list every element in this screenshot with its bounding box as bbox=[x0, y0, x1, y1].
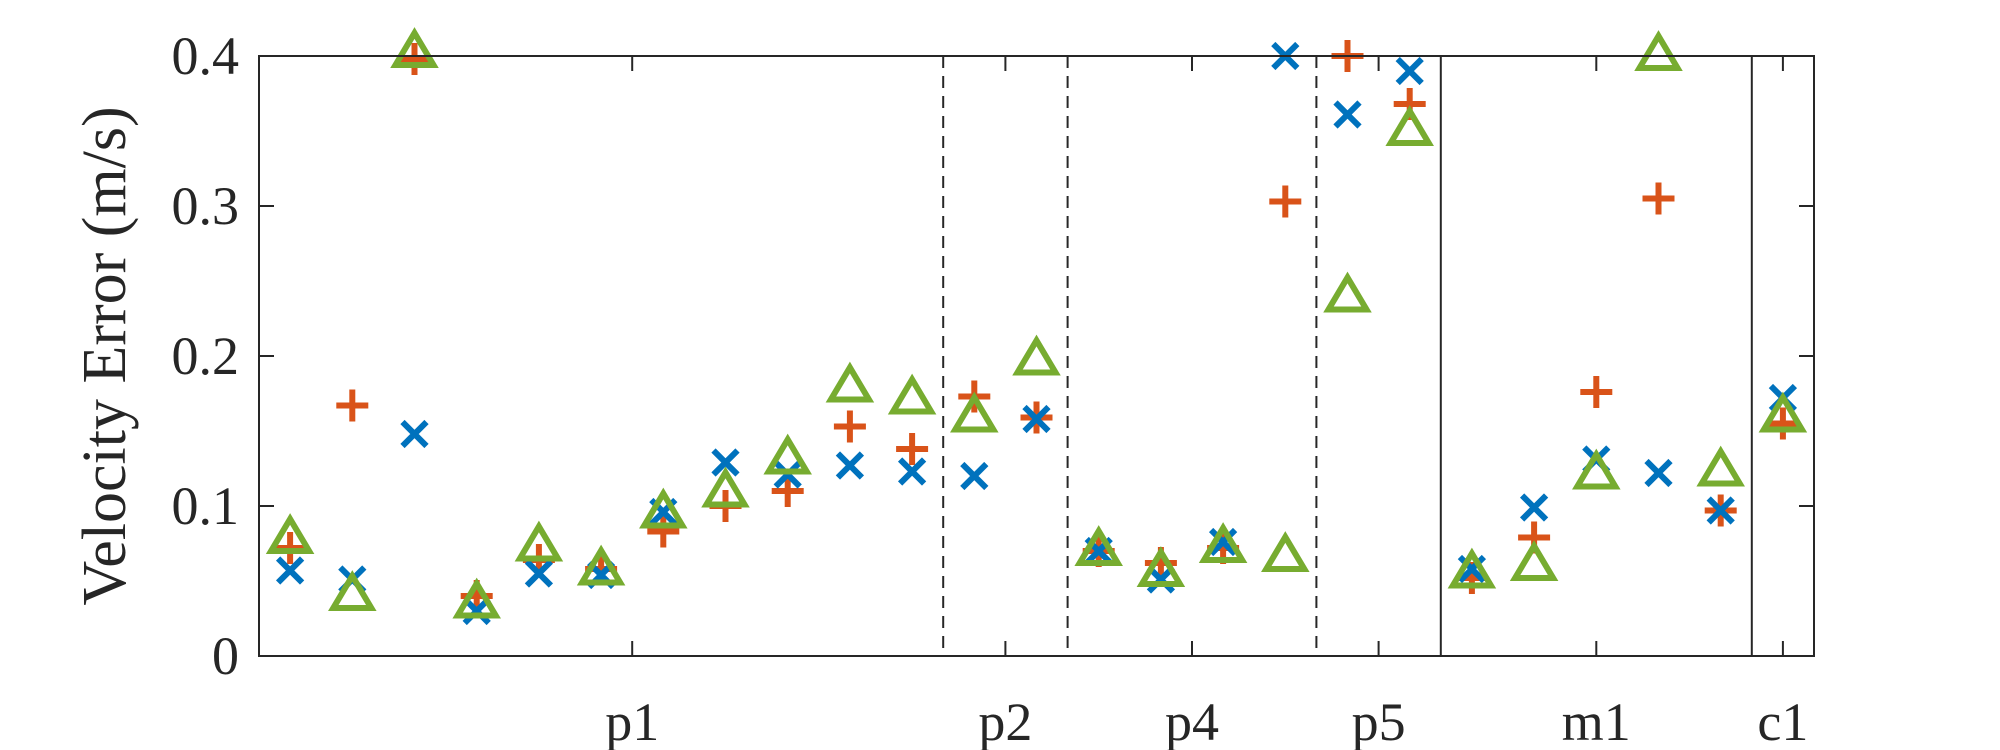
triangle-marker-22 bbox=[1572, 448, 1621, 490]
cross-marker-20 bbox=[1457, 554, 1487, 584]
triangle-marker-21 bbox=[1509, 540, 1559, 581]
plus-marker-7 bbox=[647, 515, 680, 548]
triangle-marker-25 bbox=[1758, 391, 1808, 433]
cross-marker-24 bbox=[1706, 496, 1735, 525]
plus-marker-22 bbox=[1580, 376, 1613, 408]
x-group-label-m1: m1 bbox=[1562, 692, 1631, 750]
cross-marker-16 bbox=[1208, 527, 1238, 557]
cross-marker-1 bbox=[275, 556, 305, 585]
triangle-marker-2 bbox=[328, 570, 377, 611]
triangle-marker-10 bbox=[825, 361, 875, 403]
data-points bbox=[265, 27, 1808, 626]
triangle-marker-6 bbox=[576, 544, 626, 586]
triangle-marker-18 bbox=[1323, 271, 1372, 313]
cross-marker-5 bbox=[524, 559, 554, 588]
x-group-label-p1: p1 bbox=[605, 692, 659, 750]
triangle-marker-7 bbox=[639, 487, 688, 529]
cross-marker-10 bbox=[835, 451, 865, 480]
plus-marker-23 bbox=[1642, 182, 1675, 215]
cross-marker-11 bbox=[897, 457, 927, 486]
y-tick-label: 0.4 bbox=[172, 26, 240, 86]
x-group-label-p2: p2 bbox=[978, 692, 1032, 750]
triangle-marker-9 bbox=[763, 433, 812, 475]
plus-marker-25 bbox=[1766, 407, 1799, 440]
plus-marker-10 bbox=[833, 410, 866, 443]
triangle-marker-13 bbox=[1012, 334, 1061, 376]
plus-marker-2 bbox=[336, 389, 369, 422]
plus-marker-11 bbox=[896, 433, 929, 465]
cross-marker-3 bbox=[400, 419, 429, 449]
triangle-marker-23 bbox=[1634, 30, 1683, 71]
plus-marker-3 bbox=[398, 43, 431, 75]
cross-marker-4 bbox=[462, 596, 491, 626]
triangle-marker-20 bbox=[1447, 547, 1497, 589]
triangle-marker-14 bbox=[1074, 525, 1123, 566]
y-tick-label: 0.3 bbox=[172, 176, 240, 236]
x-group-label-p5: p5 bbox=[1352, 692, 1406, 750]
triangle-marker-15 bbox=[1136, 546, 1186, 587]
y-tick-label: 0.1 bbox=[172, 476, 240, 536]
cross-marker-21 bbox=[1519, 493, 1549, 522]
triangle-marker-19 bbox=[1385, 105, 1434, 146]
cross-marker-12 bbox=[960, 461, 989, 491]
x-group-label-c1: c1 bbox=[1757, 692, 1808, 750]
triangle-marker-5 bbox=[514, 520, 564, 562]
triangle-marker-24 bbox=[1696, 445, 1745, 487]
cross-marker-19 bbox=[1395, 56, 1424, 86]
triangle-marker-4 bbox=[452, 577, 501, 619]
plus-marker-9 bbox=[771, 475, 804, 507]
triangle-marker-12 bbox=[950, 391, 999, 433]
cross-marker-8 bbox=[711, 448, 740, 477]
y-tick-label: 0.2 bbox=[172, 326, 240, 386]
cross-marker-15 bbox=[1146, 565, 1176, 594]
triangle-marker-17 bbox=[1261, 531, 1310, 572]
plot-frame bbox=[258, 55, 1815, 657]
triangle-marker-11 bbox=[887, 373, 937, 415]
triangle-marker-1 bbox=[265, 513, 315, 554]
triangle-marker-8 bbox=[701, 466, 750, 508]
y-tick-labels: 0 0.1 0.2 0.3 0.4 bbox=[172, 26, 240, 686]
group-separators bbox=[942, 56, 1753, 656]
triangle-marker-16 bbox=[1198, 522, 1248, 563]
cross-marker-18 bbox=[1333, 100, 1362, 129]
y-axis-label: Velocity Error (m/s) bbox=[71, 106, 139, 605]
cross-marker-13 bbox=[1022, 404, 1051, 434]
x-group-label-p4: p4 bbox=[1165, 692, 1219, 750]
triangle-marker-3 bbox=[390, 27, 439, 68]
y-tick-label: 0 bbox=[212, 626, 239, 686]
cross-marker-23 bbox=[1644, 458, 1673, 488]
x-group-labels: p1 p2 p4 p5 m1 c1 bbox=[605, 692, 1808, 750]
plus-marker-17 bbox=[1269, 185, 1302, 218]
